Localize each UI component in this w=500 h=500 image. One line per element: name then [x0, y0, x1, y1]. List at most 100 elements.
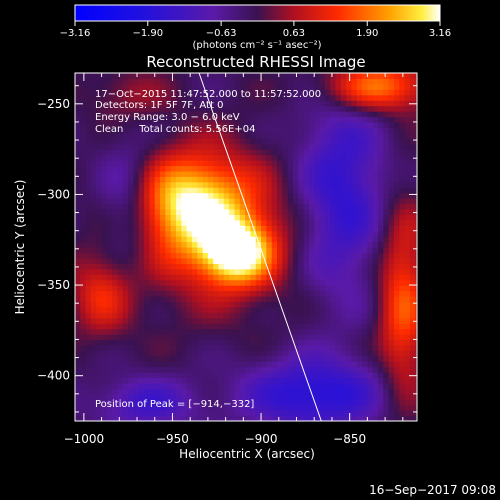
heatmap-cell — [308, 355, 315, 362]
heatmap-cell — [106, 127, 113, 134]
heatmap-cell — [170, 100, 177, 107]
heatmap-cell — [186, 247, 193, 254]
heatmap-cell — [176, 73, 182, 80]
heatmap-cell — [367, 198, 374, 205]
heatmap-cell — [367, 263, 374, 270]
heatmap-cell — [292, 127, 299, 134]
heatmap-cell — [255, 176, 262, 183]
heatmap-cell — [176, 415, 182, 421]
heatmap-cell — [282, 132, 289, 139]
heatmap-cell — [138, 116, 145, 123]
heatmap-cell — [117, 138, 124, 145]
heatmap-cell — [181, 410, 188, 417]
heatmap-cell — [144, 236, 151, 243]
heatmap-cell — [351, 301, 358, 308]
heatmap-cell — [261, 149, 267, 156]
heatmap-cell — [383, 344, 390, 351]
heatmap-cell — [239, 170, 246, 177]
heatmap-cell — [191, 317, 198, 324]
heatmap-cell — [351, 105, 358, 112]
heatmap-cell — [176, 208, 182, 215]
heatmap-cell — [122, 252, 129, 259]
heatmap-cell — [112, 149, 119, 156]
heatmap-cell — [207, 399, 214, 406]
heatmap-cell — [117, 274, 124, 281]
heatmap-cell — [213, 344, 220, 351]
heatmap-cell — [154, 399, 161, 406]
heatmap-cell — [165, 361, 172, 368]
heatmap-cell — [250, 312, 257, 319]
heatmap-cell — [191, 78, 198, 85]
heatmap-cell — [186, 328, 193, 335]
heatmap-cell — [160, 73, 166, 80]
heatmap-cell — [319, 121, 326, 128]
heatmap-cell — [255, 247, 262, 254]
heatmap-cell — [393, 350, 400, 357]
heatmap-cell — [399, 170, 406, 177]
heatmap-cell — [176, 116, 182, 123]
heatmap-cell — [202, 290, 209, 297]
heatmap-cell — [170, 73, 177, 80]
heatmap-cell — [165, 410, 172, 417]
heatmap-cell — [372, 377, 379, 384]
heatmap-cell — [186, 165, 193, 172]
heatmap-cell — [277, 127, 283, 134]
heatmap-cell — [191, 121, 198, 128]
heatmap-cell — [85, 83, 92, 90]
heatmap-cell — [266, 339, 273, 346]
heatmap-cell — [101, 149, 108, 156]
heatmap-cell — [319, 208, 326, 215]
heatmap-cell — [170, 372, 177, 379]
heatmap-cell — [101, 111, 108, 118]
heatmap-cell — [330, 236, 337, 243]
heatmap-cell — [229, 160, 236, 167]
heatmap-cell — [197, 393, 204, 400]
heatmap-cell — [335, 317, 342, 324]
heatmap-cell — [340, 399, 347, 406]
heatmap-cell — [404, 377, 411, 384]
heatmap-cell — [266, 344, 273, 351]
heatmap-cell — [399, 399, 406, 406]
heatmap-cell — [170, 306, 177, 313]
heatmap-cell — [383, 111, 390, 118]
heatmap-cell — [399, 317, 406, 324]
heatmap-cell — [122, 94, 129, 101]
heatmap-cell — [245, 143, 252, 150]
heatmap-cell — [128, 312, 135, 319]
heatmap-cell — [245, 230, 252, 237]
heatmap-cell — [191, 334, 198, 341]
heatmap-cell — [324, 73, 331, 80]
heatmap-cell — [218, 89, 225, 96]
heatmap-cell — [90, 279, 97, 286]
heatmap-cell — [298, 198, 305, 205]
heatmap-cell — [362, 100, 368, 107]
heatmap-cell — [409, 306, 416, 313]
heatmap-cell — [229, 317, 236, 324]
heatmap-cell — [223, 214, 230, 221]
heatmap-cell — [229, 121, 236, 128]
heatmap-cell — [388, 290, 395, 297]
heatmap-cell — [96, 105, 103, 112]
heatmap-cell — [101, 247, 108, 254]
heatmap-cell — [197, 372, 204, 379]
heatmap-cell — [271, 382, 278, 389]
heatmap-cell — [255, 393, 262, 400]
heatmap-cell — [239, 160, 246, 167]
heatmap-cell — [367, 127, 374, 134]
heatmap-cell — [160, 94, 166, 101]
heatmap-cell — [149, 290, 156, 297]
heatmap-cell — [404, 116, 411, 123]
heatmap-cell — [101, 225, 108, 232]
heatmap-cell — [106, 312, 113, 319]
heatmap-cell — [96, 361, 103, 368]
heatmap-cell — [399, 328, 406, 335]
heatmap-cell — [261, 219, 267, 226]
heatmap-cell — [346, 192, 353, 199]
heatmap-cell — [239, 350, 246, 357]
heatmap-cell — [351, 160, 358, 167]
heatmap-cell — [372, 203, 379, 210]
heatmap-cell — [367, 301, 374, 308]
heatmap-cell — [399, 143, 406, 150]
heatmap-cell — [218, 170, 225, 177]
heatmap-cell — [415, 355, 417, 362]
